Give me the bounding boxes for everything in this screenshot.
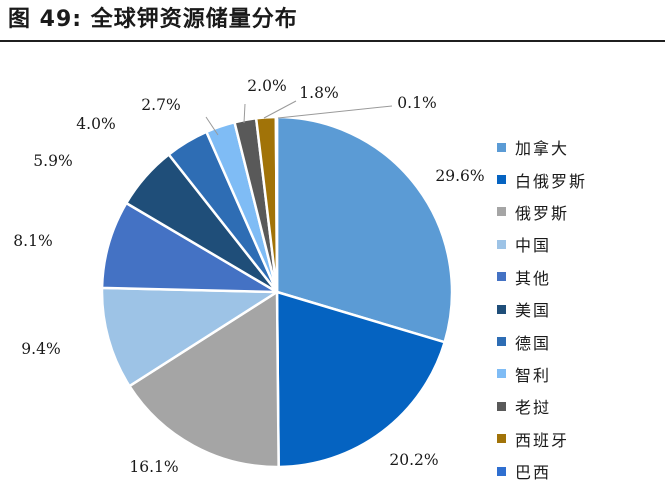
legend-item-4: 中国 [497, 228, 657, 260]
pie-slice-2 [275, 290, 446, 469]
legend-swatch [497, 272, 506, 282]
data-labels: 29.6% 20.2% 16.1% 9.4% 8.1% 5.9% 4.0% 2.7% 2.0% 1… [13, 77, 484, 476]
legend-swatch [497, 207, 506, 217]
legend-swatch [497, 239, 506, 249]
data-label-3: 16.1% [129, 458, 178, 476]
legend-label: 俄罗斯 [515, 203, 570, 223]
data-label-5: 8.1% [13, 232, 52, 250]
legend-label: 白俄罗斯 [515, 171, 588, 191]
leader-line-11 [277, 105, 393, 119]
data-label-1: 29.6% [435, 167, 484, 185]
title-divider [0, 40, 665, 42]
pie-slice-3 [128, 290, 280, 469]
legend-swatch [497, 369, 506, 379]
leader-lines [205, 100, 393, 136]
data-label-2: 20.2% [389, 451, 438, 469]
legend-swatch [497, 142, 506, 152]
figure-title: 图 49: 全球钾资源储量分布 [8, 7, 298, 32]
legend-label: 加拿大 [515, 139, 570, 159]
legend-label: 中国 [515, 236, 552, 256]
legend-item-8: 智利 [497, 358, 657, 390]
legend-label: 德国 [515, 333, 552, 353]
legend-item-10: 西班牙 [497, 423, 657, 455]
legend-item-7: 德国 [497, 325, 657, 357]
legend-swatch [497, 304, 506, 314]
pie-slice-5 [100, 201, 279, 294]
data-label-8: 2.7% [141, 96, 180, 114]
legend-label: 巴西 [515, 463, 552, 483]
legend-swatch [497, 434, 506, 444]
pie-slice-4 [100, 286, 279, 388]
legend-swatch [497, 401, 506, 411]
legend-label: 西班牙 [515, 430, 570, 450]
pie-slices [100, 115, 454, 469]
legend-label: 智利 [515, 365, 552, 385]
leader-line-10 [263, 100, 297, 119]
chart-legend: 加拿大白俄罗斯俄罗斯中国其他美国德国智利老挝西班牙巴西 [497, 131, 657, 487]
legend-swatch [497, 337, 506, 347]
data-label-9: 2.0% [247, 77, 286, 95]
legend-item-1: 加拿大 [497, 131, 657, 163]
pie-slice-1 [275, 115, 454, 344]
legend-label: 其他 [515, 268, 552, 288]
legend-item-2: 白俄罗斯 [497, 163, 657, 195]
data-label-6: 5.9% [33, 152, 72, 170]
data-label-7: 4.0% [76, 115, 115, 133]
leader-line-8 [205, 116, 219, 136]
legend-item-11: 巴西 [497, 455, 657, 487]
data-label-10: 1.8% [299, 84, 338, 102]
leader-line-9 [243, 103, 246, 124]
data-label-11: 0.1% [397, 94, 436, 112]
legend-swatch [497, 175, 506, 185]
legend-item-3: 俄罗斯 [497, 196, 657, 228]
legend-swatch [497, 466, 506, 476]
legend-label: 美国 [515, 301, 552, 321]
pie-slice-11 [274, 115, 279, 294]
legend-item-9: 老挝 [497, 390, 657, 422]
legend-label: 老挝 [515, 398, 552, 418]
legend-item-5: 其他 [497, 261, 657, 293]
legend-item-6: 美国 [497, 293, 657, 325]
data-label-4: 9.4% [21, 340, 60, 358]
